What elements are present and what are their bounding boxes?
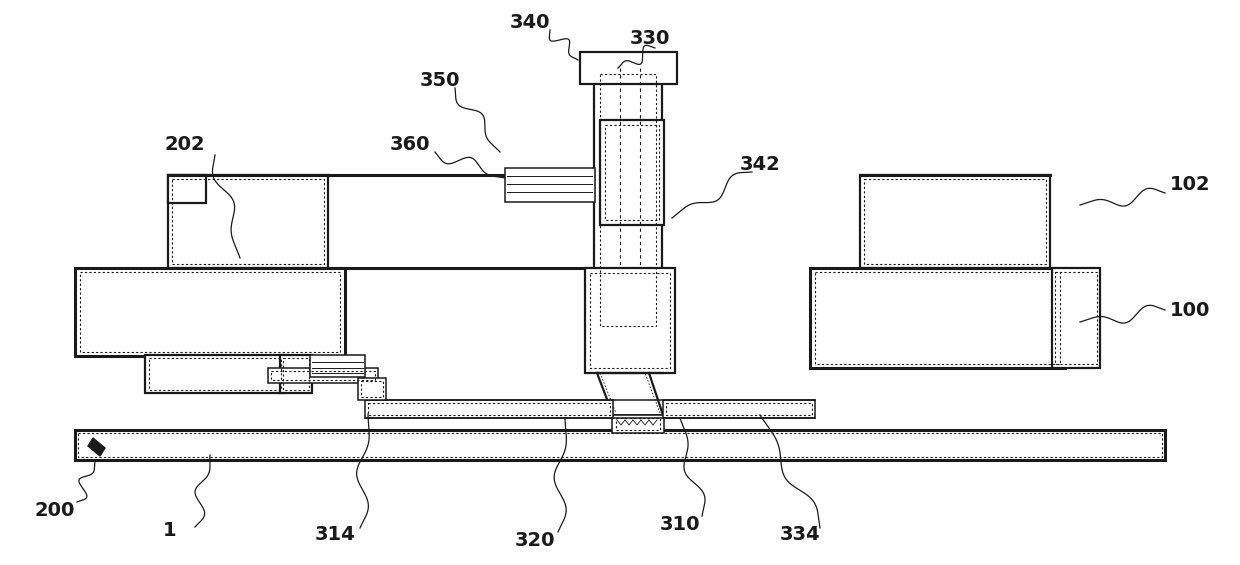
Bar [594, 68, 662, 332]
Bar [74, 268, 345, 356]
Bar [365, 400, 613, 418]
Bar [283, 358, 309, 390]
Bar [810, 268, 1065, 368]
Bar [167, 175, 206, 203]
Bar [361, 381, 383, 397]
Text: 320: 320 [515, 531, 556, 550]
Bar [272, 371, 374, 380]
Bar [585, 268, 675, 373]
Text: 102: 102 [1169, 176, 1210, 194]
Bar [861, 175, 1050, 268]
Text: 314: 314 [315, 525, 356, 545]
Bar [167, 175, 329, 268]
Polygon shape [88, 438, 105, 456]
Text: 202: 202 [165, 136, 206, 154]
Bar [368, 403, 610, 415]
Bar [1052, 268, 1100, 368]
Bar [81, 272, 340, 352]
Bar [1055, 272, 1097, 364]
Bar [590, 273, 670, 368]
Text: 350: 350 [420, 71, 460, 89]
Bar [310, 355, 365, 377]
Bar [78, 433, 1162, 457]
Text: 330: 330 [630, 28, 670, 47]
Bar [613, 415, 663, 433]
Bar [580, 52, 677, 84]
Text: 340: 340 [510, 12, 551, 32]
Text: 200: 200 [35, 501, 76, 519]
Bar [172, 179, 324, 264]
Bar [864, 179, 1047, 264]
Bar [74, 430, 1166, 460]
Bar [815, 272, 1060, 364]
Text: 100: 100 [1169, 301, 1210, 319]
Text: 334: 334 [780, 525, 821, 545]
Bar [600, 74, 656, 326]
Bar [600, 120, 663, 225]
Bar [280, 355, 312, 393]
Bar [605, 125, 658, 220]
Bar [505, 168, 595, 202]
Bar [145, 355, 285, 393]
Bar [358, 378, 386, 400]
Bar [663, 400, 815, 418]
Text: 1: 1 [164, 520, 177, 540]
Bar [616, 418, 660, 430]
Bar [268, 368, 378, 383]
Bar [149, 358, 281, 390]
Text: 360: 360 [389, 136, 430, 154]
Bar [666, 403, 812, 415]
Text: 342: 342 [739, 155, 780, 175]
Text: 310: 310 [660, 515, 701, 534]
